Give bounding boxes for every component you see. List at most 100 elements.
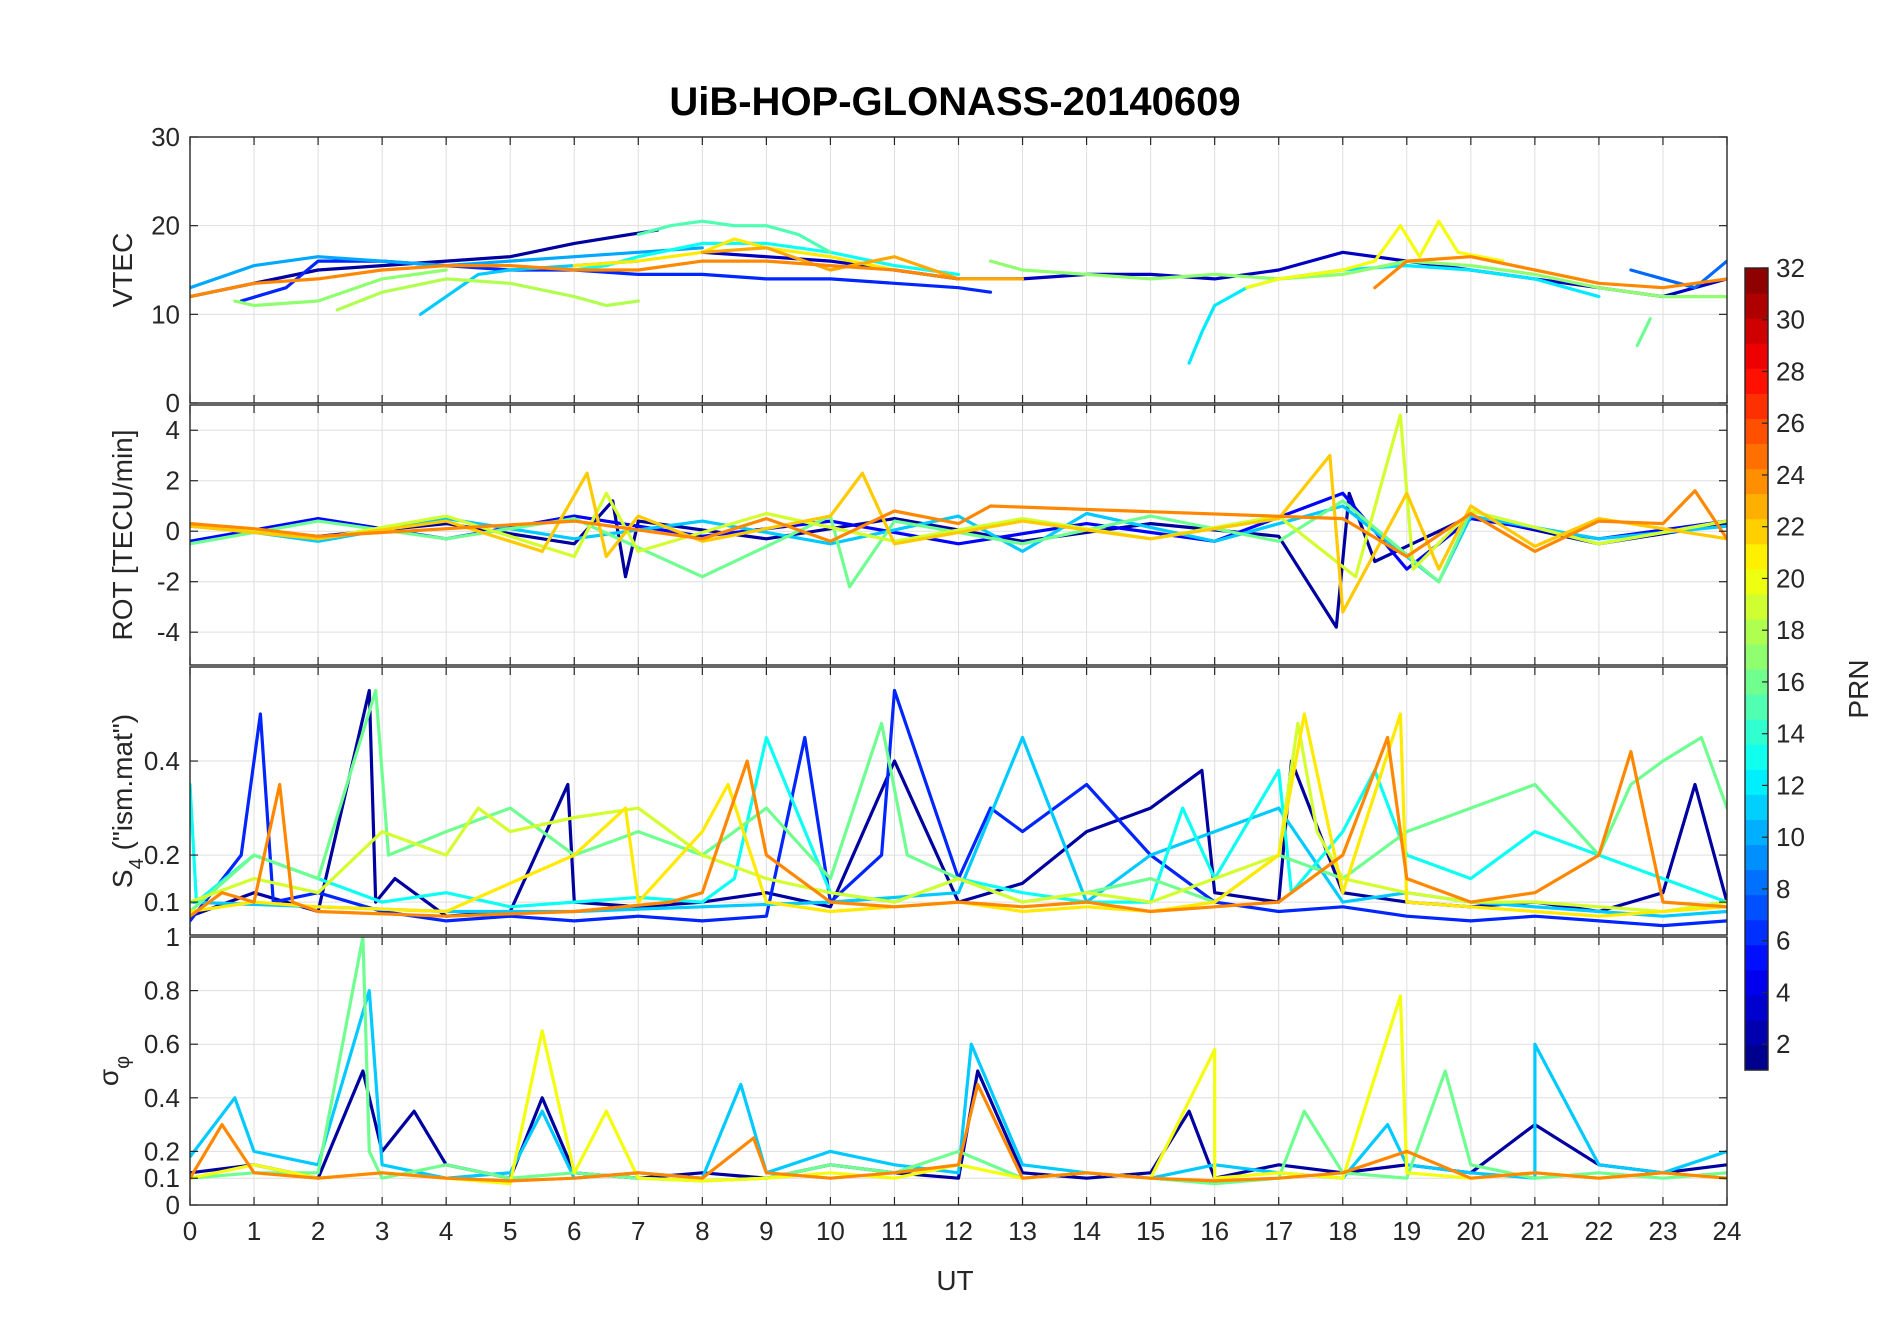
series-line-prn-16 [1635,317,1652,347]
series-line-prn-6 [190,688,1727,928]
chart-title: UiB-HOP-GLONASS-20140609 [669,80,1240,124]
x-tick-label: 13 [1008,1216,1037,1246]
y-axis-label-subscript: φ [112,1056,134,1069]
x-tick-label: 12 [944,1216,973,1246]
x-tick-label: 14 [1072,1216,1101,1246]
colorbar-swatch [1745,994,1768,1021]
series-group [190,219,1727,365]
y-tick-label: 0 [166,1190,180,1220]
colorbar-tick-label: 8 [1776,874,1790,904]
y-tick-label: 30 [151,122,180,152]
colorbar-swatch [1745,393,1768,419]
colorbar-swatch [1745,293,1768,319]
y-tick-label: -2 [157,567,180,597]
colorbar-tick-label: 26 [1776,408,1805,438]
colorbar-tick-label: 32 [1776,253,1805,283]
colorbar-frame [1744,267,1769,1071]
colorbar-swatch [1745,794,1768,820]
panel-sigma: 00.10.2 0.4 0.6 0.8 1 σφ [93,922,1728,1220]
colorbar-swatch [1745,869,1768,896]
x-tick-labels: 0 1 2 3 4 5 6 7 8 9 10 11 12 13 14 15 16 17 18 19 20 21 22 23 24 [183,1216,1742,1246]
colorbar-swatch [1745,744,1768,770]
colorbar-swatch [1745,368,1768,394]
colorbar-swatch [1745,343,1768,369]
x-tick-label: 24 [1713,1216,1742,1246]
y-axis-label-s4: S4 ("ism.mat") [107,714,148,888]
colorbar-swatch [1745,443,1768,470]
colorbar-swatch [1745,568,1768,595]
panel-vtec: 0 10 20 30 VTEC [107,122,1728,418]
series-line-prn-23 [700,246,1025,281]
y-tick-label-top: 1 [166,922,180,952]
colorbar-tick-label: 16 [1776,667,1805,697]
colorbar-swatch [1745,819,1768,846]
x-tick-label: 10 [816,1216,845,1246]
y-axis-label-subscript: 4 [126,858,148,869]
series-line-prn-6 [239,259,993,303]
y-tick-label: 20 [151,211,180,241]
colorbar-swatch [1745,518,1768,545]
x-tick-label: 3 [375,1216,389,1246]
y-tick-label: 0 [166,516,180,546]
y-tick-label: 0.4 [144,1083,180,1113]
colorbar-label: PRN [1843,659,1874,718]
colorbar-swatch [1745,894,1768,921]
y-tick-label: 4 [166,415,180,445]
colorbar-swatch [1745,719,1768,745]
y-tick-label: 0.1 [144,1163,180,1193]
series-group [190,688,1727,928]
series-line-prn-13 [190,735,1727,909]
x-tick-label: 7 [631,1216,645,1246]
colorbar-swatch [1745,618,1768,645]
x-tick-label: 0 [183,1216,197,1246]
x-tick-label: 16 [1200,1216,1229,1246]
series-group [190,937,1727,1186]
y-tick-label: 0.2 [144,840,180,870]
x-tick-label: 19 [1392,1216,1421,1246]
y-tick-label: 0.1 [144,887,180,917]
colorbar-swatch [1745,669,1768,695]
y-axis-label-vtec: VTEC [107,233,138,308]
colorbar-swatch [1745,418,1768,445]
y-tick-label: 2 [166,466,180,496]
series-line-prn-17 [233,268,448,308]
colorbar-tick-label: 22 [1776,512,1805,542]
colorbar-tick-label: 14 [1776,719,1805,749]
x-tick-label: 1 [247,1216,261,1246]
colorbar-swatch [1745,1044,1768,1071]
series-line-prn-16 [190,937,1727,1186]
x-tick-label: 20 [1456,1216,1485,1246]
y-axis-label-rest: ("ism.mat") [107,714,138,858]
colorbar-tick-label: 10 [1776,822,1805,852]
panel-s4: 0.10.20.4S4 ("ism.mat") [107,666,1728,936]
panel-rot: -4 -2 0 2 4 ROT [TECU/min] [107,404,1728,666]
colorbar-swatch [1745,969,1768,996]
colorbar-swatch [1745,694,1768,720]
series-line-prn-21 [190,712,1727,918]
x-tick-label: 15 [1136,1216,1165,1246]
colorbar-swatch [1745,944,1768,971]
series-line-prn-24 [190,489,1727,559]
colorbar-tick-label: 6 [1776,926,1790,956]
x-tick-label: 22 [1584,1216,1613,1246]
series-line-prn-15 [636,219,833,254]
y-axis-label-rot: ROT [TECU/min] [107,429,138,640]
colorbar-tick-label: 30 [1776,305,1805,335]
x-tick-label: 5 [503,1216,517,1246]
series-line-prn-18 [335,277,640,312]
colorbar-swatch [1745,643,1768,670]
colorbar-tick-label: 28 [1776,356,1805,386]
series-line-prn-22 [190,453,1727,614]
colorbar-tick-label: 2 [1776,1029,1790,1059]
x-tick-label: 11 [881,1216,908,1246]
series-line-prn-20 [1245,219,1505,290]
colorbar-tick-label: 4 [1776,977,1790,1007]
series-line-prn-19 [190,721,1727,914]
colorbar-tick-label: 12 [1776,770,1805,800]
colorbar-swatch [1745,769,1768,795]
colorbar-tick-label: 20 [1776,563,1805,593]
series-line-prn-24 [190,259,961,299]
series-line-prn-24 [1373,255,1727,290]
